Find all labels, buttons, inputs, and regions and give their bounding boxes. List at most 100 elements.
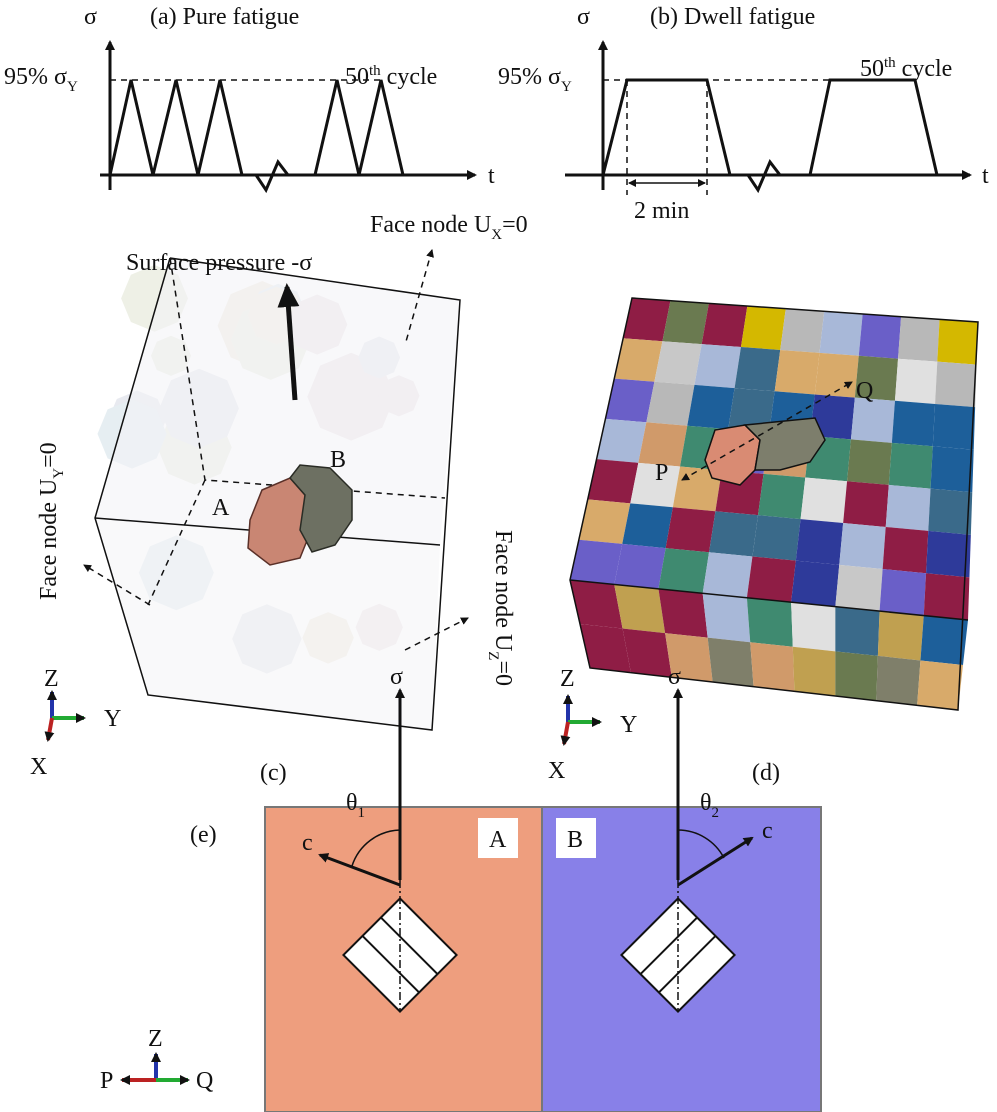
grain: [926, 531, 971, 578]
bc-label: Face node UX=0: [370, 212, 528, 243]
panel-e: (e) A B σ c θ1 σ c θ2 Z P: [100, 664, 821, 1112]
level-label: 95% σY: [4, 64, 78, 95]
panel-label: (d): [752, 760, 780, 786]
axis-name: Q: [196, 1068, 213, 1094]
grain: [917, 660, 963, 710]
grain: [791, 602, 835, 651]
panel-title: (b) Dwell fatigue: [650, 4, 815, 30]
grain: [933, 404, 975, 450]
grain: [703, 593, 751, 642]
grain: [791, 561, 839, 607]
grain: [708, 638, 754, 687]
grain: [741, 306, 786, 350]
grain: [880, 569, 926, 616]
grain: [859, 314, 901, 359]
panel-c: Surface pressure -σ Face node UX=0 Face …: [30, 212, 528, 786]
panel-d: P Q Z Y X (d): [548, 298, 978, 786]
grain: [703, 552, 753, 597]
axis-label: σ: [84, 4, 97, 30]
bc-label: Face node UY=0: [36, 442, 67, 600]
axis-triad: Z P Q: [100, 1026, 213, 1094]
axis-label: t: [488, 163, 495, 189]
grain: [646, 382, 694, 426]
grain: [622, 503, 673, 548]
grain: [878, 611, 924, 660]
grain: [662, 301, 708, 344]
grain: [847, 439, 892, 484]
c-axis-label: c: [762, 818, 773, 844]
dwell-label: 2 min: [634, 198, 689, 224]
grain: [843, 481, 889, 527]
stress-label: σ: [668, 664, 681, 690]
grain: [819, 311, 862, 355]
grain: [735, 347, 781, 391]
grain: [889, 443, 933, 489]
axis-name: X: [548, 758, 565, 784]
grain: [752, 515, 800, 560]
grain: [898, 317, 940, 362]
figure: (a) Pure fatigue σ t 95% σY 50thcycle (b…: [0, 0, 997, 1112]
grain: [895, 359, 937, 404]
grain: [666, 507, 716, 552]
load-label: Surface pressure -σ: [126, 250, 312, 276]
grain: [694, 344, 740, 388]
grain: [886, 485, 931, 531]
level-label: 95% σY: [498, 64, 572, 95]
grain: [835, 651, 878, 700]
axis-triad: Z Y X: [30, 666, 121, 780]
grain: [614, 544, 665, 589]
axis-name: Z: [148, 1026, 163, 1052]
path-label: Q: [856, 378, 873, 404]
grain: [702, 303, 748, 347]
grain: [883, 527, 929, 573]
waveform: [110, 80, 403, 190]
grain-label: B: [567, 827, 583, 853]
axis-name: Y: [104, 706, 121, 732]
grain: [928, 489, 972, 535]
grain: [658, 548, 709, 593]
grain: [750, 642, 794, 691]
axis-label: σ: [577, 4, 590, 30]
axis-name: P: [100, 1068, 113, 1094]
bc-label: Face node UZ=0: [485, 530, 516, 686]
axis-name: X: [30, 754, 47, 780]
grain: [796, 519, 843, 565]
grain: [931, 446, 974, 492]
panel-title: (a) Pure fatigue: [150, 4, 299, 30]
grain: [835, 565, 882, 611]
axis-name: Y: [620, 712, 637, 738]
grain: [747, 598, 793, 647]
grain: [747, 556, 796, 602]
grain: [709, 511, 758, 556]
panel-label: (e): [190, 822, 217, 848]
grain: [876, 656, 920, 705]
grain-label: A: [212, 495, 230, 521]
grain: [793, 647, 836, 696]
grain: [851, 398, 895, 443]
grain: [780, 309, 824, 353]
grain: [937, 319, 978, 364]
axis-label: t: [982, 163, 989, 189]
grain: [839, 523, 885, 569]
grain: [935, 362, 977, 407]
path-label: P: [655, 460, 668, 486]
grain-map: [570, 298, 978, 710]
axis-name: Z: [560, 666, 575, 692]
grain: [775, 350, 820, 394]
axis-triad: Z Y X: [548, 666, 637, 784]
grain: [570, 580, 623, 629]
panel-label: (c): [260, 760, 287, 786]
grain: [687, 385, 734, 429]
grain: [801, 478, 847, 523]
grain: [758, 474, 805, 519]
grain-label: A: [489, 827, 507, 853]
grain: [658, 589, 707, 638]
grain: [835, 607, 879, 656]
grain-label: B: [330, 447, 346, 473]
c-axis-label: c: [302, 830, 313, 856]
stress-label: σ: [390, 664, 403, 690]
